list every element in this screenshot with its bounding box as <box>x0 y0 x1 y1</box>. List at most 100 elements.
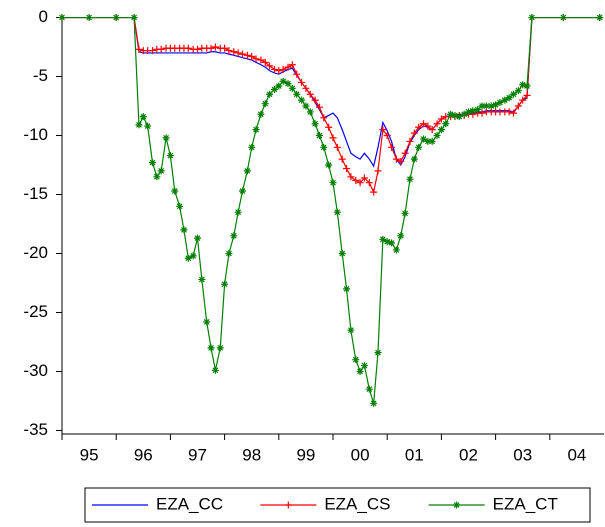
series-marker <box>243 51 251 59</box>
series-marker <box>501 96 509 104</box>
legend-label: EZA_CS <box>324 494 390 513</box>
series-marker <box>523 91 531 99</box>
series-marker <box>130 14 138 22</box>
series-marker <box>482 102 490 110</box>
series-marker <box>238 187 246 195</box>
series-marker <box>266 90 274 98</box>
series-marker <box>225 249 233 257</box>
series-marker <box>410 129 418 137</box>
series-marker <box>455 113 463 121</box>
series-marker <box>465 108 472 116</box>
series-marker <box>298 96 306 104</box>
series-marker <box>437 126 445 134</box>
series-marker <box>149 159 157 167</box>
series-marker <box>433 120 441 128</box>
series-marker <box>238 50 246 58</box>
series-marker <box>288 61 296 69</box>
series-marker <box>478 109 486 117</box>
series-marker <box>388 239 396 247</box>
series-marker <box>374 349 382 357</box>
series-marker <box>203 318 211 326</box>
series-marker <box>166 152 174 160</box>
series-marker <box>397 232 405 240</box>
series-marker <box>293 70 301 78</box>
series-marker <box>528 14 536 22</box>
series-marker <box>487 102 495 110</box>
series-marker <box>320 114 328 122</box>
series-marker <box>474 106 482 114</box>
series-marker <box>392 246 400 254</box>
series-marker <box>505 94 513 102</box>
series-marker <box>270 65 278 73</box>
series-marker <box>325 123 333 131</box>
x-tick-label: 02 <box>459 445 478 464</box>
series-marker <box>261 100 269 108</box>
series-marker <box>415 143 423 151</box>
y-tick-label: -20 <box>23 243 48 262</box>
series-marker <box>171 187 179 195</box>
y-tick-label: 0 <box>39 7 48 26</box>
series-marker <box>383 132 391 140</box>
series-marker <box>176 202 184 210</box>
legend-label: EZA_CC <box>156 494 223 513</box>
series-marker <box>433 132 441 140</box>
series-marker <box>420 135 428 143</box>
series-marker <box>162 134 170 142</box>
series-marker <box>306 90 314 98</box>
series-marker <box>248 52 256 60</box>
series-marker <box>352 176 360 184</box>
series-marker <box>180 226 188 234</box>
series-marker <box>234 49 242 57</box>
series-marker <box>347 173 355 181</box>
series-marker <box>523 82 531 90</box>
series-marker <box>356 367 364 375</box>
series-marker <box>252 126 260 134</box>
series-marker <box>356 179 364 187</box>
series-marker <box>397 157 405 165</box>
series-marker <box>266 62 274 70</box>
series-marker <box>379 126 387 134</box>
series-marker <box>207 44 215 52</box>
series-marker <box>519 96 527 104</box>
legend-label: EZA_CT <box>493 494 558 513</box>
series-marker <box>478 102 486 110</box>
series-marker <box>275 67 283 75</box>
series-marker <box>401 209 409 217</box>
series-marker <box>293 90 301 98</box>
series-marker <box>211 366 219 374</box>
series-marker <box>451 111 459 119</box>
series-marker <box>333 143 341 151</box>
series-marker <box>198 275 206 283</box>
y-tick-label: -35 <box>23 420 48 439</box>
series-marker <box>333 208 341 216</box>
y-tick-label: -10 <box>23 125 48 144</box>
series-marker <box>360 174 368 182</box>
x-tick-label: 98 <box>242 445 261 464</box>
y-tick-label: -15 <box>23 184 48 203</box>
series-marker <box>311 120 319 128</box>
series-marker <box>261 58 269 66</box>
series-marker <box>329 179 337 187</box>
series-marker <box>420 120 428 128</box>
series-marker <box>492 101 500 109</box>
series-marker <box>298 78 306 86</box>
series-marker <box>230 232 238 240</box>
series-marker <box>153 173 161 181</box>
series-marker <box>184 44 192 52</box>
series-marker <box>428 126 436 134</box>
series-marker <box>194 45 201 53</box>
series-marker <box>329 134 337 142</box>
series-marker <box>221 280 229 288</box>
series-marker <box>243 167 251 175</box>
legend-marker <box>284 501 292 509</box>
series-marker <box>596 14 604 22</box>
series-marker <box>365 385 373 393</box>
series-marker <box>496 98 504 106</box>
series-marker <box>252 55 260 63</box>
series-marker <box>58 14 66 22</box>
series-marker <box>460 110 468 118</box>
series-marker <box>406 137 414 145</box>
series-marker <box>311 96 319 104</box>
series-marker <box>392 155 400 163</box>
series-marker <box>288 84 296 92</box>
